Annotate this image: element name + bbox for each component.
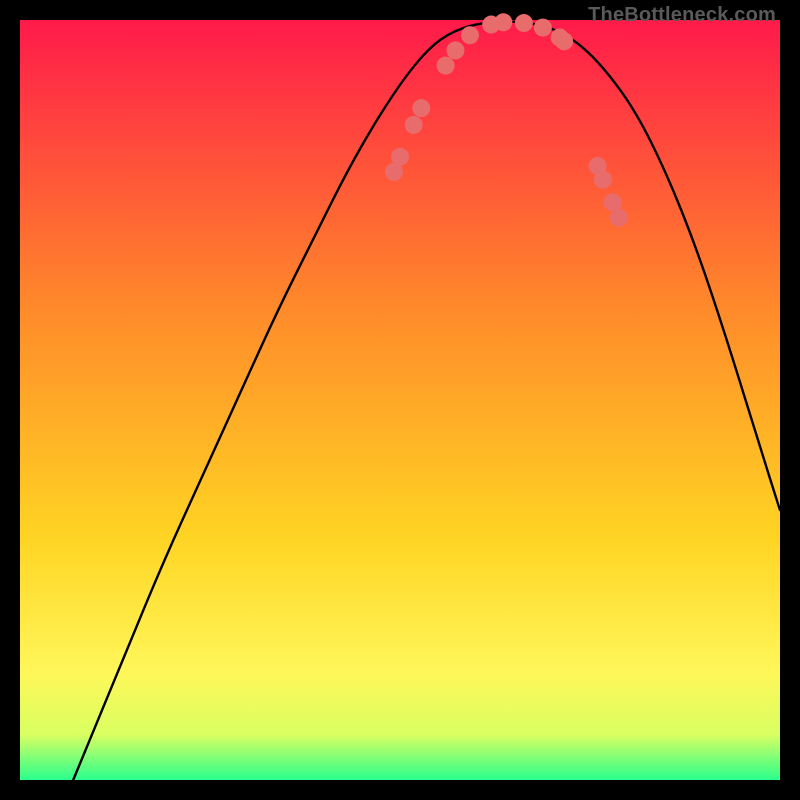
- chart-container: TheBottleneck.com: [0, 0, 800, 800]
- chart-svg: [20, 20, 780, 780]
- data-marker: [515, 14, 533, 32]
- bottleneck-curve: [73, 22, 780, 780]
- data-marker: [412, 99, 430, 117]
- watermark-text: TheBottleneck.com: [588, 4, 776, 27]
- data-marker: [437, 57, 455, 75]
- data-marker: [555, 32, 573, 50]
- marker-group: [385, 13, 628, 226]
- data-marker: [405, 116, 423, 134]
- data-marker: [594, 171, 612, 189]
- data-marker: [534, 19, 552, 37]
- data-marker: [446, 41, 464, 59]
- plot-area: [20, 20, 780, 780]
- data-marker: [494, 13, 512, 31]
- data-marker: [461, 26, 479, 44]
- data-marker: [391, 148, 409, 166]
- data-marker: [610, 209, 628, 227]
